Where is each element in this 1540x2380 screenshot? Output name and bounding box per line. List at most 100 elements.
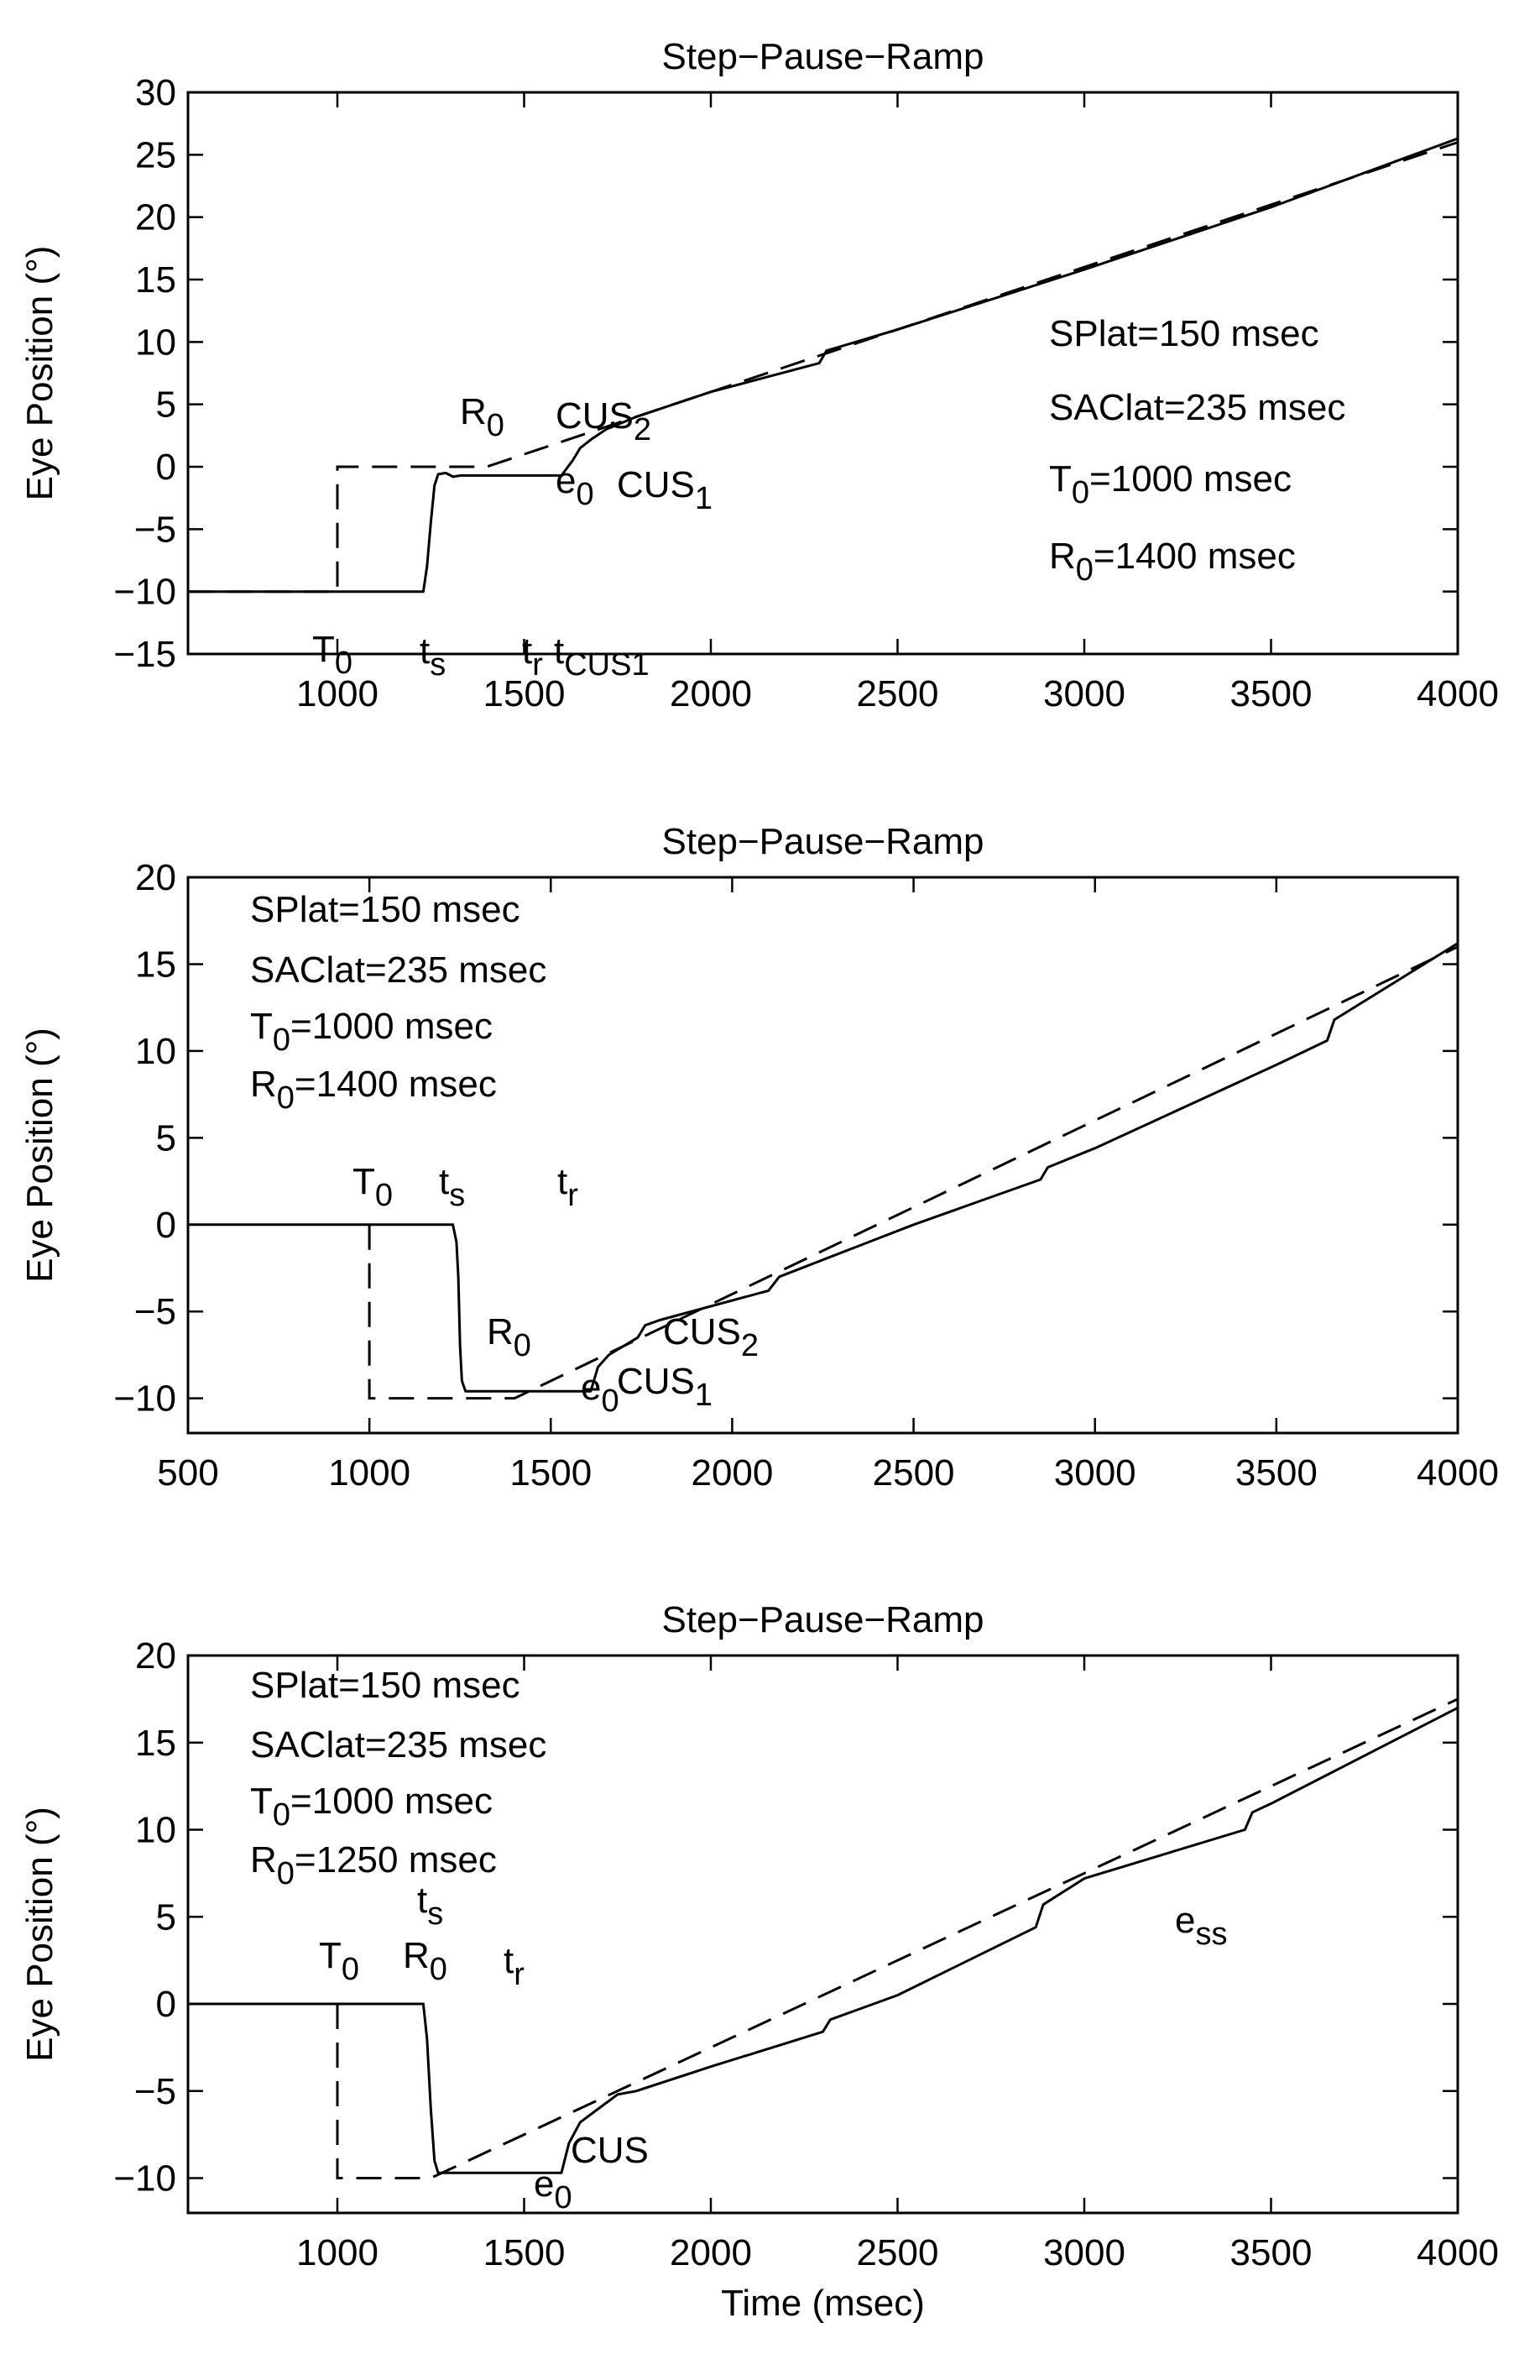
info-line-sub: 0 [273, 1023, 290, 1058]
annotation-main: R [487, 1311, 514, 1352]
x-tick-label: 1500 [483, 673, 566, 714]
y-tick-label: 20 [135, 197, 176, 238]
x-tick-label: 3500 [1235, 1452, 1318, 1493]
y-tick-label: −5 [134, 1291, 176, 1332]
x-tick-label: 2500 [873, 1452, 955, 1493]
annotation-sub: CUS1 [564, 647, 649, 683]
info-line-rest: =1000 msec [1089, 458, 1292, 500]
x-tick-label: 4000 [1417, 2232, 1499, 2273]
info-line: R0=1400 msec [1049, 536, 1296, 588]
annotation-sub: 1 [695, 1378, 713, 1413]
annotation: ts [417, 1880, 443, 1932]
y-tick-label: 5 [156, 1896, 176, 1938]
x-tick-label: 3500 [1230, 673, 1313, 714]
info-line: SPlat=150 msec [250, 889, 520, 930]
info-line-sub: 0 [277, 1080, 295, 1116]
y-tick-label: 5 [156, 1117, 176, 1159]
info-line-rest: =1000 msec [290, 1781, 493, 1822]
y-tick-label: −5 [134, 509, 176, 550]
info-line: SPlat=150 msec [250, 1665, 520, 1706]
annotation-main: T [319, 1935, 342, 1976]
annotation-main: T [312, 629, 335, 670]
x-tick-label: 3000 [1043, 673, 1125, 714]
info-line-rest: =1250 msec [295, 1839, 497, 1880]
annotation-sub: s [430, 647, 446, 683]
annotation-main: R [403, 1935, 430, 1976]
x-tick-label: 2500 [857, 673, 939, 714]
annotation-sub: 1 [695, 481, 713, 516]
annotation-main: CUS [617, 464, 695, 505]
y-tick-label: 10 [135, 322, 176, 363]
x-tick-label: 2000 [670, 673, 752, 714]
info-line-main: R [250, 1839, 277, 1880]
info-line-rest: =1000 msec [290, 1006, 493, 1047]
y-tick-label: 0 [156, 1205, 176, 1246]
annotation-main: CUS [663, 1311, 741, 1352]
info-line-sub: 0 [1076, 552, 1094, 588]
annotation-main: t [417, 1880, 427, 1921]
annotation: R0 [403, 1935, 447, 1987]
info-line-main: SAClat=235 msec [250, 949, 546, 991]
x-tick-label: 1000 [296, 2232, 378, 2273]
info-line-main: SAClat=235 msec [250, 1724, 546, 1765]
annotation-main: e [1175, 1900, 1195, 1941]
y-tick-label: 20 [135, 1635, 176, 1676]
annotation: tr [522, 630, 543, 683]
annotation-sub: r [567, 1178, 578, 1213]
x-tick-label: 1500 [483, 2232, 566, 2273]
info-line-main: R [250, 1064, 277, 1105]
plot-frame [186, 91, 1459, 656]
y-axis-label: Eye Position (°) [19, 1028, 60, 1283]
annotation-main: t [420, 630, 430, 672]
x-tick-label: 3000 [1054, 1452, 1136, 1493]
annotation: e0 [581, 1367, 619, 1419]
info-line-sub: 0 [273, 1797, 290, 1833]
annotation-main: R [460, 391, 487, 432]
annotation-sub: r [532, 647, 543, 683]
annotation-sub: r [514, 1957, 525, 1992]
y-tick-label: 10 [135, 1810, 176, 1851]
x-tick-label: 2500 [857, 2232, 939, 2273]
info-line: SAClat=235 msec [250, 949, 546, 991]
annotation: ts [439, 1161, 465, 1213]
x-tick-label: 1000 [328, 1452, 410, 1493]
annotation: e0 [534, 2163, 572, 2215]
info-line-main: R [1049, 536, 1076, 577]
y-tick-label: 15 [135, 259, 176, 301]
annotation: CUS2 [663, 1311, 759, 1363]
info-line: R0=1250 msec [250, 1839, 497, 1891]
annotation-sub: ss [1195, 1917, 1227, 1952]
annotation-main: CUS [556, 395, 634, 437]
y-tick-label: −15 [113, 634, 176, 675]
x-tick-label: 1500 [509, 1452, 592, 1493]
annotation-sub: 0 [487, 408, 504, 443]
info-line: T0=1000 msec [250, 1006, 493, 1058]
annotation: T0 [352, 1161, 393, 1213]
annotation: CUS [571, 2130, 649, 2171]
annotation-main: e [581, 1367, 601, 1408]
annotation-main: t [554, 630, 564, 672]
y-tick-label: 10 [135, 1031, 176, 1072]
chart-title: Step−Pause−Ramp [661, 36, 984, 77]
annotation: tr [504, 1940, 525, 1992]
y-tick-label: −10 [113, 1378, 176, 1420]
y-tick-label: 25 [135, 134, 176, 175]
target-position-line [188, 141, 1459, 594]
plot-frame [186, 1654, 1459, 2215]
y-tick-label: 0 [156, 1984, 176, 2025]
y-tick-label: 15 [135, 944, 176, 985]
info-line-main: SPlat=150 msec [250, 1665, 520, 1706]
annotation: CUS1 [617, 1361, 713, 1413]
y-axis-label: Eye Position (°) [19, 1807, 60, 2062]
annotation: e0 [556, 460, 594, 512]
info-line-main: SPlat=150 msec [250, 889, 520, 930]
plot-frame [186, 876, 1459, 1435]
annotation-sub: s [449, 1178, 465, 1213]
x-tick-label: 4000 [1417, 673, 1499, 714]
y-tick-label: −10 [113, 2158, 176, 2200]
annotation-sub: 0 [514, 1328, 531, 1363]
y-tick-label: −10 [113, 572, 176, 613]
annotation: R0 [460, 391, 504, 443]
